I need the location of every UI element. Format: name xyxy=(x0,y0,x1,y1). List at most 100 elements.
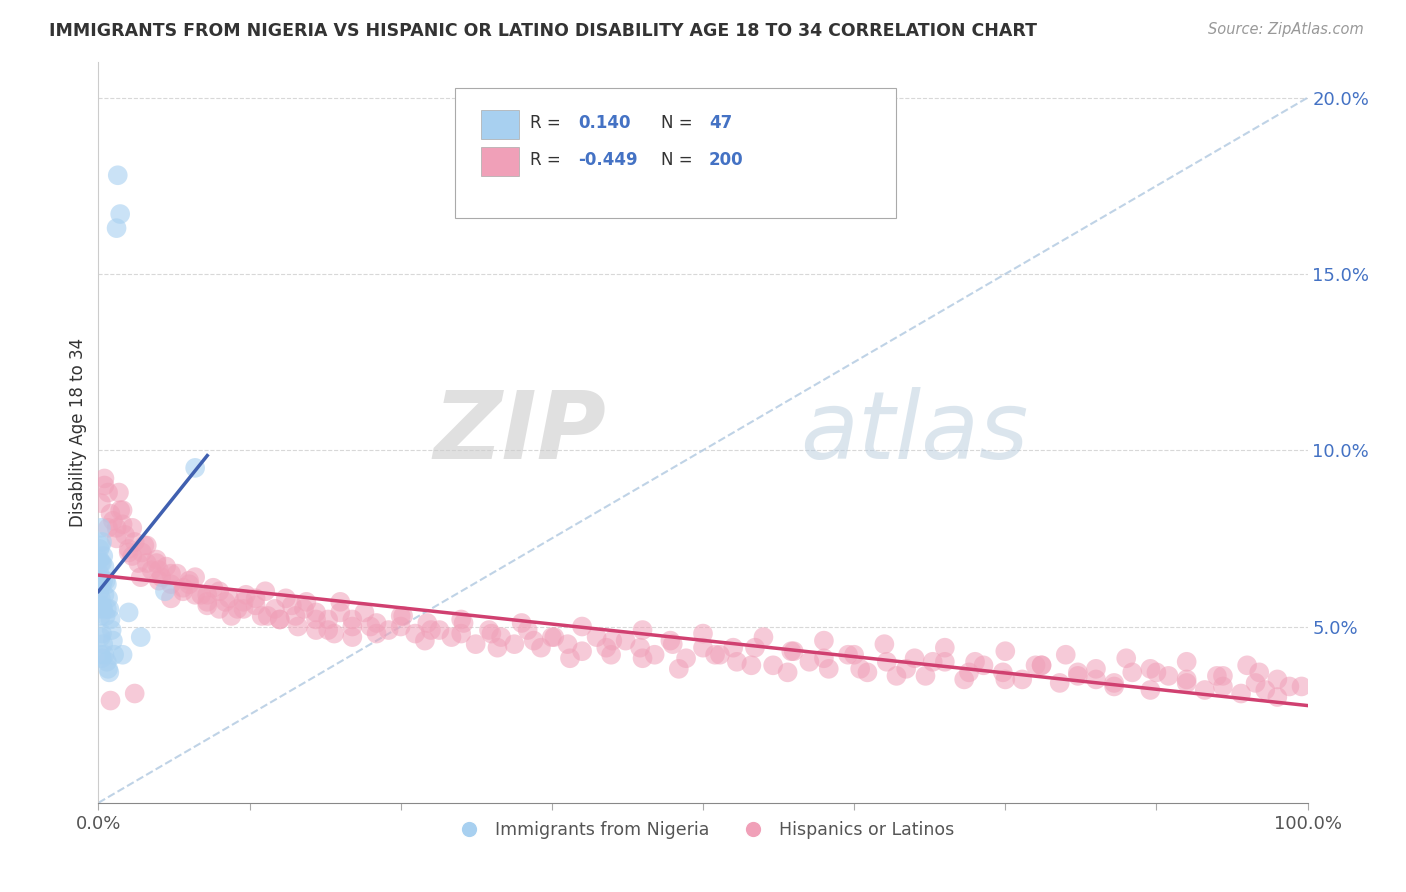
Point xyxy=(101,633,124,648)
Point xyxy=(195,588,218,602)
Text: R =: R = xyxy=(530,114,567,132)
Point xyxy=(150,570,173,584)
Point xyxy=(129,630,152,644)
Point xyxy=(91,599,114,613)
Point xyxy=(420,623,443,637)
Point xyxy=(111,503,134,517)
Point xyxy=(353,606,375,620)
Point xyxy=(1011,673,1033,687)
Point xyxy=(232,602,254,616)
Point xyxy=(172,581,194,595)
Text: 0.140: 0.140 xyxy=(578,114,631,132)
Point xyxy=(953,673,976,687)
Point xyxy=(184,461,207,475)
Point xyxy=(1146,665,1168,680)
Point xyxy=(523,633,546,648)
Point xyxy=(1194,683,1216,698)
Point xyxy=(131,545,153,559)
Point xyxy=(93,648,115,662)
Point xyxy=(100,612,122,626)
Point xyxy=(1212,669,1234,683)
Point xyxy=(991,665,1014,680)
FancyBboxPatch shape xyxy=(481,110,519,139)
Point xyxy=(780,644,803,658)
Point xyxy=(1121,665,1143,680)
Point xyxy=(1175,655,1198,669)
Point xyxy=(752,630,775,644)
Point xyxy=(97,485,120,500)
Point xyxy=(342,612,364,626)
Point xyxy=(98,665,121,680)
Point xyxy=(89,541,111,556)
Point xyxy=(973,658,995,673)
Point xyxy=(316,612,339,626)
Point xyxy=(111,517,134,532)
Point xyxy=(89,584,111,599)
Point xyxy=(90,556,112,570)
Point xyxy=(692,640,714,655)
Point xyxy=(571,644,593,658)
Point xyxy=(155,559,177,574)
Point xyxy=(145,552,167,566)
Point xyxy=(614,633,637,648)
Point xyxy=(121,549,143,563)
Point xyxy=(1267,690,1289,704)
Point xyxy=(108,207,131,221)
Point xyxy=(111,648,134,662)
Point xyxy=(558,651,581,665)
Point xyxy=(292,602,315,616)
Point xyxy=(481,626,503,640)
Point xyxy=(89,566,111,581)
Point xyxy=(91,577,114,591)
Point xyxy=(90,496,112,510)
Point xyxy=(101,514,124,528)
Point xyxy=(543,630,565,644)
Point xyxy=(661,637,683,651)
Point xyxy=(540,630,562,644)
Point xyxy=(1067,665,1090,680)
Point xyxy=(530,640,553,655)
Point xyxy=(1085,673,1108,687)
Point xyxy=(91,549,114,563)
Text: atlas: atlas xyxy=(800,387,1028,478)
Point xyxy=(585,630,607,644)
Point xyxy=(184,588,207,602)
Text: N =: N = xyxy=(661,151,697,169)
Point xyxy=(1206,669,1229,683)
Point xyxy=(218,591,240,606)
Y-axis label: Disability Age 18 to 34: Disability Age 18 to 34 xyxy=(69,338,87,527)
Legend: Immigrants from Nigeria, Hispanics or Latinos: Immigrants from Nigeria, Hispanics or La… xyxy=(444,814,962,846)
Point xyxy=(782,644,804,658)
Point xyxy=(1139,683,1161,698)
Point xyxy=(90,630,112,644)
Point xyxy=(692,626,714,640)
Point xyxy=(366,626,388,640)
Point xyxy=(1067,669,1090,683)
Point xyxy=(135,538,157,552)
Point xyxy=(389,619,412,633)
Point xyxy=(91,651,114,665)
Point xyxy=(284,609,307,624)
Text: IMMIGRANTS FROM NIGERIA VS HISPANIC OR LATINO DISABILITY AGE 18 TO 34 CORRELATIO: IMMIGRANTS FROM NIGERIA VS HISPANIC OR L… xyxy=(49,22,1038,40)
Point xyxy=(1244,676,1267,690)
Point xyxy=(404,626,426,640)
Point xyxy=(141,563,163,577)
Point xyxy=(904,651,927,665)
Point xyxy=(704,648,727,662)
Point xyxy=(675,651,697,665)
Point xyxy=(269,612,291,626)
Point xyxy=(1236,658,1258,673)
Point xyxy=(873,637,896,651)
Text: Source: ZipAtlas.com: Source: ZipAtlas.com xyxy=(1208,22,1364,37)
Point xyxy=(245,599,267,613)
Point xyxy=(440,630,463,644)
Point xyxy=(90,648,112,662)
Point xyxy=(179,574,201,588)
Point xyxy=(127,556,149,570)
Point xyxy=(93,471,115,485)
Point xyxy=(1102,680,1125,694)
Point xyxy=(90,591,112,606)
Point xyxy=(269,612,291,626)
Point xyxy=(744,640,766,655)
Point xyxy=(91,535,114,549)
